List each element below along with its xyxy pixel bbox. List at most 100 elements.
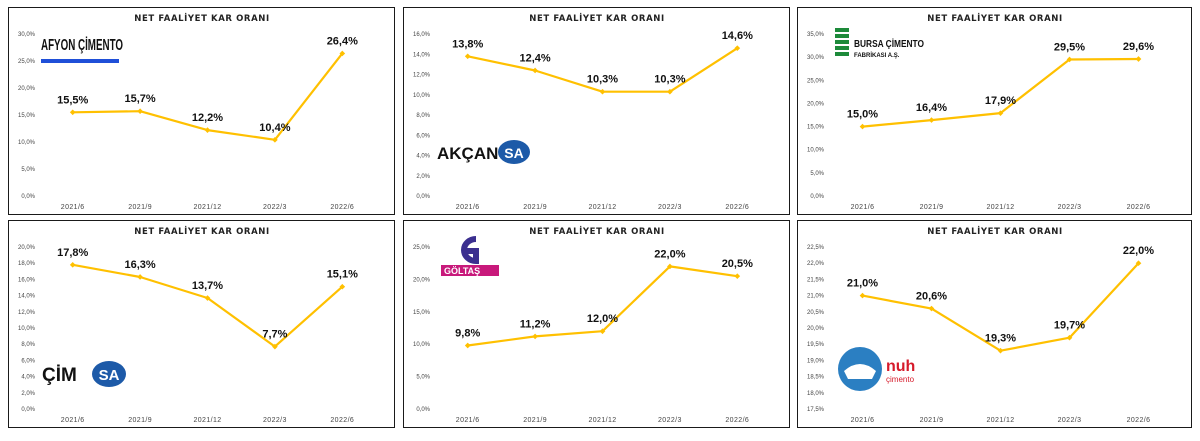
chart-title: NET FAALİYET KAR ORANI <box>927 13 1062 24</box>
x-tick-label: 2022/6 <box>1127 204 1151 211</box>
logo-afyon: AFYON ÇİMENTO <box>41 36 123 63</box>
data-label: 10,4% <box>259 122 290 134</box>
y-tick-label: 0,0% <box>416 407 430 413</box>
logo-cimsa: ÇİM SA <box>42 361 126 387</box>
x-tick-label: 2021/6 <box>61 204 85 211</box>
x-tick-label: 2021/12 <box>193 204 221 211</box>
y-tick-label: 5,0% <box>810 171 824 177</box>
y-tick-label: 16,0% <box>18 277 36 283</box>
akcansa-logo-text: AKÇAN <box>437 144 498 163</box>
data-point-marker <box>928 305 935 312</box>
x-tick-label: 2022/3 <box>1058 417 1082 424</box>
data-point-marker <box>532 333 538 340</box>
afyon-logo-text: AFYON ÇİMENTO <box>41 36 123 54</box>
data-point-marker <box>667 88 673 95</box>
y-axis: 0,0% 2,0% 4,0% 6,0% 8,0% 10,0% 12,0% 14,0% 16,0%… <box>18 245 36 413</box>
goltas-logo-text: GÖLTAŞ <box>444 266 480 276</box>
chart-svg-afyon: NET FAALİYET KAR ORANI AFYON ÇİMENTO 0,0… <box>18 13 358 211</box>
y-tick-label: 25,0% <box>413 245 431 251</box>
y-tick-label: 0,0% <box>416 194 430 200</box>
series-line: 9,8% 11,2% 12,0% 22,0% 20,5% <box>455 248 753 349</box>
data-label: 15,1% <box>327 269 358 281</box>
y-tick-label: 19,5% <box>807 342 825 348</box>
y-tick-label: 10,0% <box>413 342 431 348</box>
data-point-marker <box>272 137 278 143</box>
cimsa-logo-sa: SA <box>99 367 120 384</box>
y-tick-label: 12,0% <box>413 73 431 79</box>
chart-title: NET FAALİYET KAR ORANI <box>529 13 664 24</box>
y-tick-label: 25,0% <box>18 59 36 65</box>
data-point-marker <box>204 127 211 133</box>
bursa-logo-mark <box>835 28 849 56</box>
data-label: 17,9% <box>985 95 1016 107</box>
data-label: 19,7% <box>1054 320 1085 332</box>
x-tick-label: 2021/6 <box>851 417 875 424</box>
y-axis: 17,5% 18,0% 18,5% 19,0% 19,5% 20,0% 20,5% 21,0%… <box>807 245 825 413</box>
y-tick-label: 20,5% <box>807 310 825 316</box>
series-line: 21,0% 20,6% 19,3% 19,7% 22,0% <box>847 245 1154 354</box>
y-tick-label: 10,0% <box>18 326 36 332</box>
data-label: 10,3% <box>654 74 685 86</box>
data-label: 12,4% <box>519 52 550 64</box>
x-tick-label: 2021/9 <box>128 204 152 211</box>
x-tick-label: 2022/3 <box>263 204 287 211</box>
logo-akcansa: AKÇAN SA <box>437 140 530 164</box>
cimsa-logo-text: ÇİM <box>42 365 77 386</box>
x-tick-label: 2021/9 <box>920 417 944 424</box>
data-point-marker <box>859 123 866 130</box>
data-label: 10,3% <box>587 74 618 86</box>
x-tick-label: 2022/6 <box>1127 417 1151 424</box>
data-label: 19,3% <box>985 333 1016 345</box>
data-label: 21,0% <box>847 278 878 290</box>
y-tick-label: 20,0% <box>807 326 825 332</box>
y-tick-label: 10,0% <box>413 93 431 99</box>
akcansa-logo-badge <box>498 140 530 164</box>
x-tick-label: 2021/12 <box>193 417 221 424</box>
data-point-marker <box>928 117 935 123</box>
afyon-logo-bar <box>41 59 119 63</box>
series-line: 15,0% 16,4% 17,9% 29,5% 29,6% <box>847 41 1154 130</box>
y-tick-label: 22,5% <box>807 245 825 251</box>
data-point-marker <box>1066 56 1073 63</box>
y-tick-label: 18,0% <box>18 261 36 267</box>
y-tick-label: 25,0% <box>807 78 825 84</box>
x-tick-label: 2022/6 <box>330 204 354 211</box>
y-tick-label: 8,0% <box>416 113 430 119</box>
chart-title: NET FAALİYET KAR ORANI <box>927 226 1062 237</box>
x-tick-label: 2021/9 <box>128 417 152 424</box>
y-axis: 0,0% 5,0% 10,0% 15,0% 20,0% 25,0% 30,0% 35,0% <box>807 32 825 200</box>
y-tick-label: 19,0% <box>807 358 825 364</box>
y-tick-label: 10,0% <box>807 148 825 154</box>
x-tick-label: 2022/3 <box>658 417 682 424</box>
y-tick-label: 16,0% <box>413 32 431 38</box>
x-axis: 2021/6 2021/9 2021/12 2022/3 2022/6 <box>456 204 749 211</box>
series-polyline <box>862 57 1139 128</box>
data-label: 22,0% <box>654 248 685 260</box>
x-tick-label: 2021/9 <box>920 204 944 211</box>
y-tick-label: 22,0% <box>807 261 825 267</box>
x-tick-label: 2022/3 <box>658 204 682 211</box>
nuh-logo-subtext: çimento <box>886 375 915 384</box>
data-label: 15,5% <box>57 94 88 106</box>
x-tick-label: 2021/6 <box>456 204 480 211</box>
logo-goltas: GÖLTAŞ <box>441 236 499 276</box>
y-axis: 0,0% 5,0% 10,0% 15,0% 20,0% 25,0% <box>413 245 431 413</box>
x-tick-label: 2022/3 <box>1058 204 1082 211</box>
y-tick-label: 5,0% <box>416 375 430 381</box>
data-label: 12,2% <box>192 112 223 124</box>
y-tick-label: 0,0% <box>810 194 824 200</box>
x-tick-label: 2021/12 <box>588 417 616 424</box>
x-tick-label: 2021/12 <box>986 417 1014 424</box>
data-point-marker <box>1135 260 1142 267</box>
data-point-marker <box>734 273 741 279</box>
series-line: 17,8% 16,3% 13,7% 7,7% 15,1% <box>57 247 358 350</box>
data-point-marker <box>339 283 346 290</box>
data-point-marker <box>599 328 606 335</box>
data-point-marker <box>204 295 211 301</box>
y-tick-label: 15,0% <box>18 113 36 119</box>
chart-svg-nuh: NET FAALİYET KAR ORANI nuh çimento 17,5%… <box>807 226 1154 424</box>
data-point-marker <box>1066 334 1073 341</box>
data-label: 20,5% <box>722 258 753 270</box>
chart-svg-akcansa: NET FAALİYET KAR ORANI AKÇAN SA 0,0% 2,0%… <box>413 13 753 211</box>
y-tick-label: 17,5% <box>807 407 825 413</box>
